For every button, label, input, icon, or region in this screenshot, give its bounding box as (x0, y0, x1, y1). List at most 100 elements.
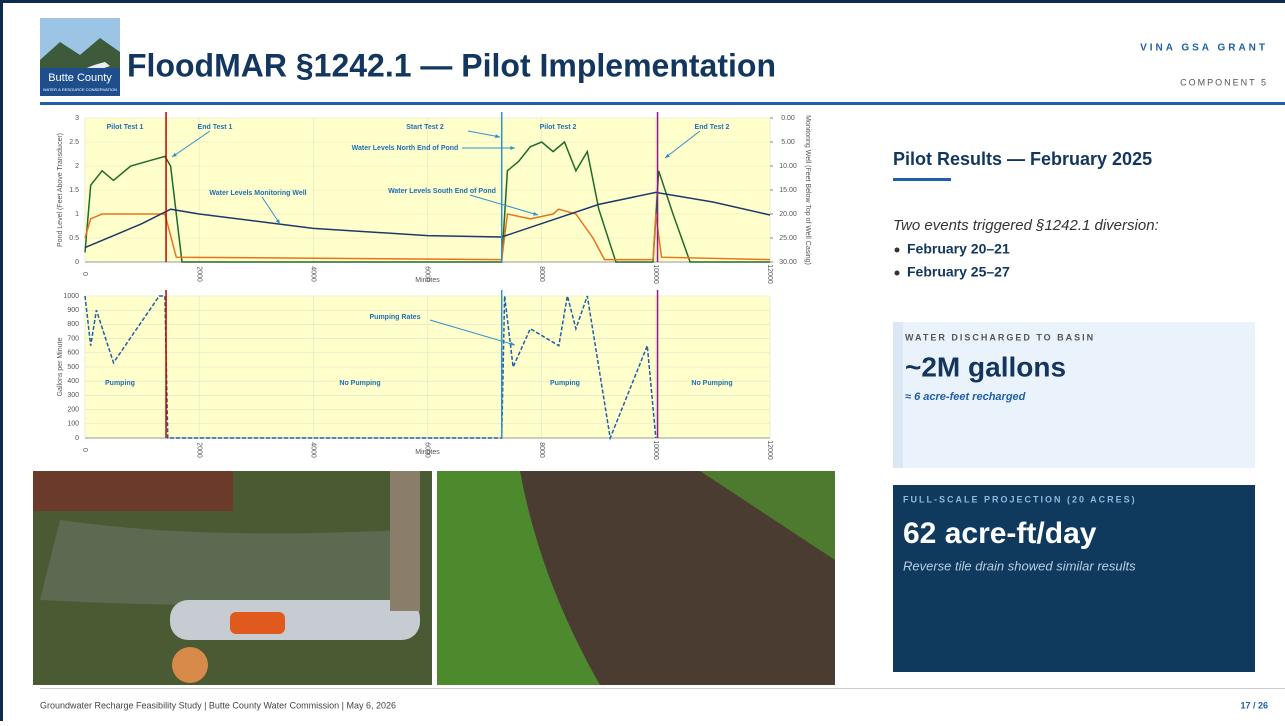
y-tick-label: 2 (75, 163, 79, 170)
header-rule (40, 102, 1285, 105)
y2-tick-label: 5.00 (781, 139, 795, 146)
y-tick-label: 600 (67, 350, 79, 357)
arrow (469, 194, 539, 216)
annotation: Water Levels South End of Pond (388, 188, 496, 195)
arrow (664, 130, 701, 159)
heading-rule (893, 178, 951, 181)
photo-grass (437, 471, 600, 685)
y-tick-label: 1 (75, 211, 79, 218)
discharge-card (893, 322, 1255, 468)
x-tick-label: 4000 (309, 442, 316, 458)
discharge-value: ~2M gallons (905, 351, 1066, 382)
logo: Butte County WATER & RESOURCE CONSERVATI… (40, 18, 120, 96)
logo-name: Butte County (48, 72, 112, 84)
arrow-head (510, 146, 515, 150)
annotation: End Test 1 (198, 124, 233, 131)
projection-card (893, 485, 1255, 672)
photos (33, 471, 835, 685)
y2-axis-label: Monitoring Well (Feet Below Top of Well … (804, 115, 811, 265)
x-tick-label: 2000 (195, 266, 202, 282)
annotation: Pumping (550, 380, 580, 387)
y2-tick-label: 30.00 (779, 259, 797, 266)
photo-grass-far (700, 471, 835, 560)
y-tick-label: 700 (67, 335, 79, 342)
grant-label: VINA GSA GRANT (1140, 43, 1268, 54)
photo-pump-body (170, 600, 420, 640)
photo-pipe (172, 647, 208, 683)
x-tick-label: 12000 (766, 264, 773, 284)
y2-tick-label: 20.00 (779, 211, 797, 218)
bullet (894, 270, 900, 276)
annotation: Water Levels North End of Pond (352, 145, 459, 152)
y-tick-label: 200 (67, 406, 79, 413)
annotation: Pumping Rates (370, 314, 421, 321)
y-tick-label: 0 (75, 435, 79, 442)
photo-tree (390, 471, 420, 611)
series-line (84, 208, 771, 261)
card-stripe (893, 322, 903, 468)
projection-note: Reverse tile drain showed similar result… (903, 558, 1136, 573)
top-border (0, 0, 1285, 3)
photo-water (40, 520, 420, 605)
x-tick-label: 8000 (538, 266, 545, 282)
y-tick-label: 400 (67, 378, 79, 385)
charts: 0 2000 4000 6000 8000 10000 1200000.511.522.53… (57, 112, 811, 460)
x-tick-label: 12000 (766, 440, 773, 460)
series-line (84, 295, 657, 441)
arrow (429, 319, 516, 346)
event-item: February 25–27 (907, 264, 1010, 280)
y-tick-label: 800 (67, 321, 79, 328)
projection-value: 62 acre-ft/day (903, 517, 1097, 550)
arrow (171, 130, 211, 158)
y2-tick-label: 25.00 (779, 235, 797, 242)
annotation: No Pumping (691, 380, 732, 387)
annotation: Pilot Test 1 (107, 124, 144, 131)
y-tick-label: 100 (67, 421, 79, 428)
annotation: Pumping (105, 380, 135, 387)
footer-rule (40, 688, 1285, 689)
x-axis-label: Minutes (415, 277, 440, 284)
arrow-head (533, 211, 538, 216)
arrow-head (172, 152, 177, 157)
slide-title: FloodMAR §1242.1 — Pilot Implementation (127, 47, 776, 83)
y2-tick-label: 15.00 (779, 187, 797, 194)
y-tick-label: 300 (67, 392, 79, 399)
logo-band (40, 68, 120, 96)
component-label: COMPONENT 5 (1180, 77, 1268, 87)
y-tick-label: 3 (75, 115, 79, 122)
bullet (894, 247, 900, 253)
x-tick-label: 2000 (195, 442, 202, 458)
x-tick-label: 6000 (424, 266, 431, 282)
annotation: Water Levels Monitoring Well (209, 190, 306, 197)
annotation: Pilot Test 2 (540, 124, 577, 131)
y-tick-label: 500 (67, 364, 79, 371)
arrow-head (495, 134, 500, 139)
x-tick-label: 0 (81, 272, 88, 276)
y-tick-label: 900 (67, 307, 79, 314)
logo-sub: WATER & RESOURCE CONSERVATION (43, 87, 117, 92)
discharge-label: WATER DISCHARGED TO BASIN (905, 332, 1095, 342)
arrow (261, 196, 281, 225)
discharge-note: ≈ 6 acre-feet recharged (905, 391, 1026, 403)
x-tick-label: 6000 (424, 442, 431, 458)
y2-tick-label: 0.00 (781, 115, 795, 122)
annotation: End Test 2 (695, 124, 730, 131)
y-tick-label: 1.5 (69, 187, 79, 194)
x-tick-label: 10000 (652, 440, 659, 460)
results-heading: Pilot Results — February 2025 (893, 149, 1152, 169)
photo-shed (33, 471, 233, 511)
arrow-head (665, 153, 670, 158)
annotation: Start Test 2 (406, 124, 444, 131)
y-tick-label: 0 (75, 259, 79, 266)
x-tick-label: 4000 (309, 266, 316, 282)
footer-text: Groundwater Recharge Feasibility Study |… (40, 700, 396, 710)
annotation: No Pumping (339, 380, 380, 387)
photo-pump-cap (230, 612, 285, 634)
event-item: February 20–21 (907, 241, 1010, 257)
results-intro: Two events triggered §1242.1 diversion: (893, 217, 1159, 234)
page-number: 17 / 26 (1240, 700, 1268, 710)
y-axis-label: Gallons per Minute (57, 338, 64, 397)
arrow (467, 130, 501, 138)
y2-tick-label: 10.00 (779, 163, 797, 170)
